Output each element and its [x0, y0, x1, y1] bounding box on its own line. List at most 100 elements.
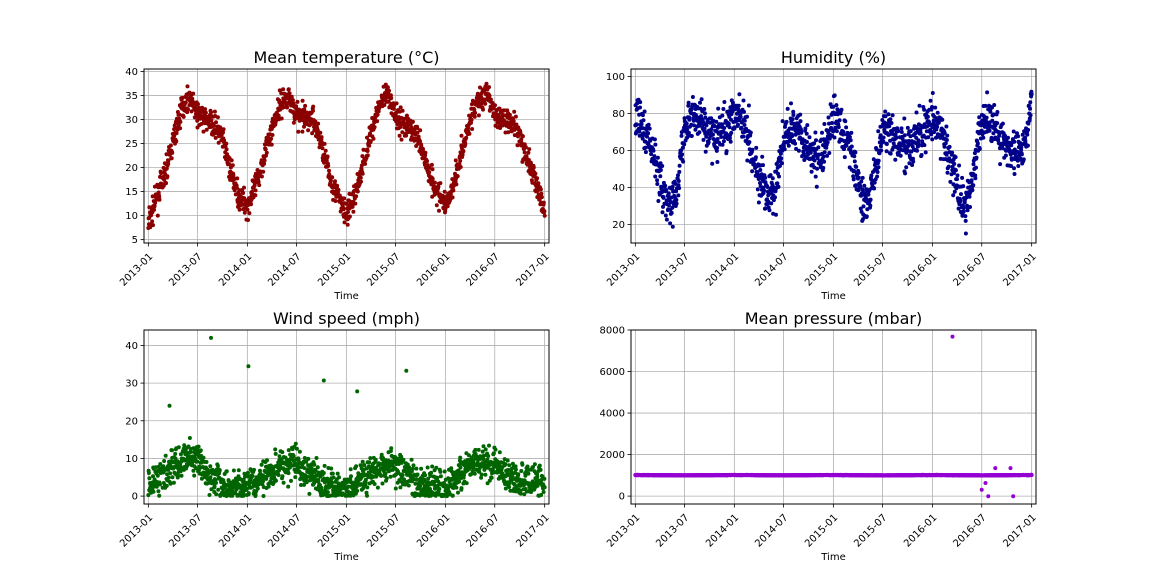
scatter-point: [736, 103, 741, 108]
scatter-point: [196, 444, 201, 449]
scatter-point: [684, 121, 689, 126]
scatter-point: [419, 466, 424, 471]
scatter-point: [273, 451, 278, 456]
scatter-point: [899, 126, 904, 131]
scatter-point: [338, 209, 343, 214]
scatter-point: [747, 140, 752, 145]
scatter-point: [898, 153, 903, 158]
scatter-point: [157, 493, 162, 498]
scatter-point: [264, 150, 269, 155]
x-axis-label: Time: [820, 552, 845, 563]
scatter-point: [325, 154, 330, 159]
scatter-point: [306, 456, 311, 461]
scatter-point: [655, 182, 660, 186]
scatter-point: [923, 150, 928, 155]
scatter-point: [881, 139, 886, 144]
scatter-point: [711, 132, 715, 137]
y-tick-label: 60: [612, 146, 625, 157]
scatter-point: [893, 157, 898, 162]
scatter-point: [640, 113, 645, 118]
scatter-point: [158, 482, 162, 487]
scatter-point: [293, 441, 298, 446]
scatter-point: [780, 161, 784, 166]
scatter-point: [535, 176, 540, 181]
scatter-point: [237, 188, 242, 193]
scatter-point: [214, 492, 219, 497]
scatter-point: [196, 102, 200, 107]
scatter-point: [872, 180, 877, 185]
scatter-point: [829, 126, 834, 130]
panel-title: Wind speed (mph): [273, 309, 420, 328]
x-tick-label: 2014-01: [217, 512, 254, 549]
scatter-point: [646, 131, 651, 136]
scatter-point: [1016, 164, 1021, 168]
scatter-point: [905, 125, 910, 130]
x-tick-label: 2013-01: [118, 251, 155, 288]
scatter-point: [207, 493, 212, 497]
scatter-point: [699, 97, 704, 102]
scatter-point: [917, 103, 922, 108]
outlier-point: [246, 364, 251, 369]
scatter-point: [198, 448, 203, 453]
scatter-point: [739, 125, 744, 130]
scatter-point: [938, 156, 943, 161]
scatter-point: [905, 148, 910, 153]
scatter-point: [177, 112, 182, 117]
scatter-point: [375, 485, 380, 490]
scatter-point: [166, 158, 171, 163]
scatter-point: [852, 154, 857, 159]
scatter-point: [843, 119, 848, 124]
scatter-point: [1028, 106, 1032, 111]
scatter-point: [394, 101, 399, 106]
scatter-point: [153, 200, 158, 205]
scatter-point: [330, 175, 335, 180]
scatter-point: [669, 210, 674, 215]
scatter-point: [653, 174, 658, 179]
scatter-point: [450, 493, 455, 498]
scatter-point: [674, 189, 679, 194]
scatter-point: [375, 119, 380, 124]
scatter-point: [685, 127, 690, 132]
scatter-point: [799, 130, 804, 135]
scatter-point: [522, 150, 527, 155]
scatter-point: [750, 169, 755, 174]
scatter-point: [432, 180, 437, 185]
scatter-point: [290, 98, 295, 102]
scatter-point: [826, 115, 831, 120]
scatter-point: [221, 130, 225, 135]
scatter-point: [925, 124, 930, 129]
scatter-point: [430, 464, 435, 469]
scatter-point: [781, 144, 786, 149]
scatter-point: [853, 150, 858, 155]
scatter-point: [883, 114, 888, 119]
scatter-point: [459, 486, 464, 491]
scatter-point: [833, 125, 838, 130]
scatter-point: [507, 463, 512, 468]
scatter-point: [535, 474, 540, 479]
scatter-point: [812, 141, 817, 146]
x-axis-label: Time: [820, 291, 845, 302]
scatter-point: [423, 473, 428, 478]
scatter-point: [307, 491, 312, 496]
scatter-point: [758, 181, 762, 185]
scatter-point: [969, 178, 974, 183]
scatter-point: [507, 116, 512, 121]
scatter-point: [872, 186, 877, 191]
scatter-point: [742, 123, 747, 127]
scatter-point: [162, 177, 167, 182]
scatter-point: [714, 119, 719, 124]
scatter-point: [680, 145, 685, 150]
scatter-point: [401, 457, 406, 462]
scatter-point: [173, 451, 178, 456]
scatter-point: [803, 126, 808, 131]
scatter-point: [212, 109, 217, 114]
scatter-point: [325, 490, 330, 495]
scatter-point: [538, 187, 543, 192]
scatter-point: [763, 175, 768, 180]
scatter-point: [995, 110, 1000, 114]
scatter-point: [458, 465, 463, 470]
scatter-point: [302, 124, 306, 129]
scatter-point: [944, 138, 949, 142]
scatter-point: [434, 465, 439, 470]
